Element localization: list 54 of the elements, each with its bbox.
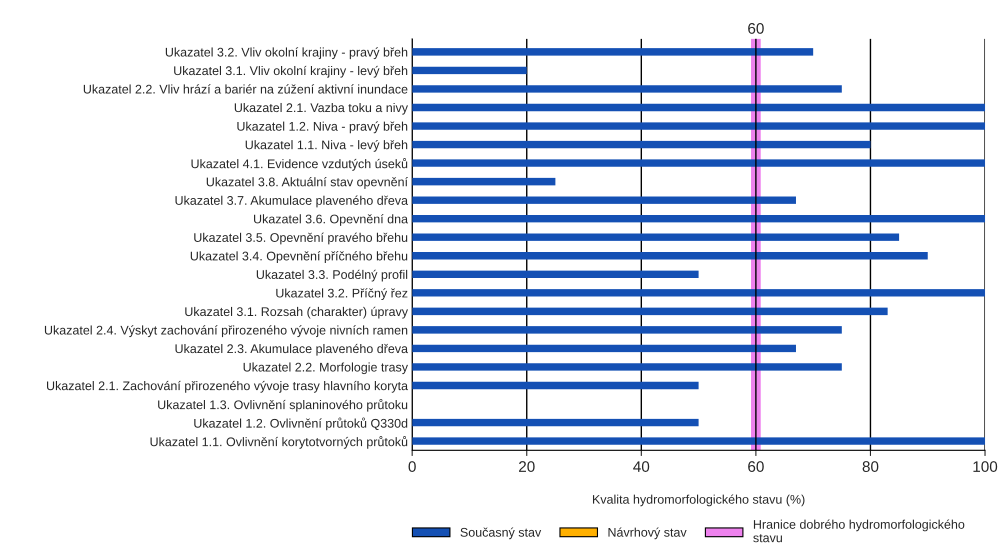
bar [412, 289, 986, 297]
bar [412, 104, 986, 112]
bar [412, 344, 796, 352]
y-tick-label: Ukazatel 3.7. Akumulace plaveného dřeva [176, 196, 408, 208]
bar [412, 85, 842, 93]
bar [412, 418, 699, 426]
bar [412, 270, 699, 278]
y-tick-label: Ukazatel 1.1. Niva - levý břeh [246, 140, 408, 152]
bar [412, 382, 699, 390]
x-tick-label: 0 [408, 461, 416, 472]
y-tick-label: Ukazatel 2.1. Vazba toku a nivy [234, 102, 408, 115]
y-tick-label: Ukazatel 2.4. Výskyt zachování přirozeného vývoje nivních ramen [44, 325, 408, 338]
bar [412, 437, 986, 445]
y-tick-label: Ukazatel 2.2. Vliv hrází a bariér na zúžení aktivní inundace [84, 84, 408, 94]
legend-label: Současný stav [460, 527, 542, 540]
x-tick-label: 20 [519, 461, 535, 472]
x-tick-label: 80 [862, 461, 878, 472]
y-tick-label: Ukazatel 3.1. Vliv okolní krajiny - levý břeh [174, 66, 408, 78]
x-axis-title: Kvalita hydromorfologického stavu (%) [592, 494, 804, 506]
bar [412, 66, 527, 74]
legend-label: Hranice dobrého hydromorfologického stavu [753, 519, 964, 542]
y-tick-label: Ukazatel 3.4. Opevnění příčného břehu [190, 251, 408, 263]
y-tick-label: Ukazatel 3.1. Rozsah (charakter) úpravy [185, 306, 408, 319]
bar [412, 122, 986, 130]
x-tick-label: 40 [633, 461, 650, 472]
y-tick-label: Ukazatel 1.1. Ovlivnění korytotvorných průtoků [150, 436, 408, 449]
bar [412, 326, 842, 334]
bar [412, 234, 900, 241]
bar [412, 196, 796, 204]
y-tick-label: Ukazatel 3.5. Opevnění pravého břehu [194, 232, 408, 244]
legend-label: Návrhový stav [608, 527, 687, 540]
x-tick-label: 100 [973, 461, 998, 472]
bar [412, 140, 870, 148]
y-tick-label: Ukazatel 1.2. Ovlivnění průtoků Q330d [194, 418, 408, 430]
y-tick-label: Ukazatel 4.1. Evidence vzdutých úseků [192, 158, 408, 171]
bar [412, 48, 814, 56]
bar [412, 363, 842, 371]
bar [412, 214, 986, 222]
y-tick-label: Ukazatel 3.8. Aktuální stav opevnění [206, 177, 408, 189]
x-tick-label: 60 [748, 461, 764, 472]
y-tick-label: Ukazatel 3.2. Vliv okolní krajiny - pravý břeh [166, 47, 408, 60]
y-tick-label: Ukazatel 2.1. Zachování přirozeného vývoje trasy hlavního koryta [47, 380, 408, 393]
y-tick-label: Ukazatel 3.3. Podélný profil [256, 270, 408, 282]
bar [412, 159, 986, 167]
y-tick-label: Ukazatel 2.2. Morfologie trasy [244, 362, 408, 374]
y-tick-label: Ukazatel 1.2. Niva - pravý břeh [237, 121, 408, 134]
text: 60 [748, 23, 764, 34]
bar [412, 178, 556, 186]
y-tick-label: Ukazatel 3.2. Příčný řez [276, 288, 408, 300]
bar [412, 308, 888, 316]
y-tick-label: Ukazatel 1.3. Ovlivnění splaninového průtoku [158, 398, 408, 412]
y-tick-label: Ukazatel 2.3. Akumulace plaveného dřeva [176, 344, 408, 356]
bar [412, 252, 928, 260]
y-tick-label: Ukazatel 3.6. Opevnění dna [254, 214, 408, 226]
